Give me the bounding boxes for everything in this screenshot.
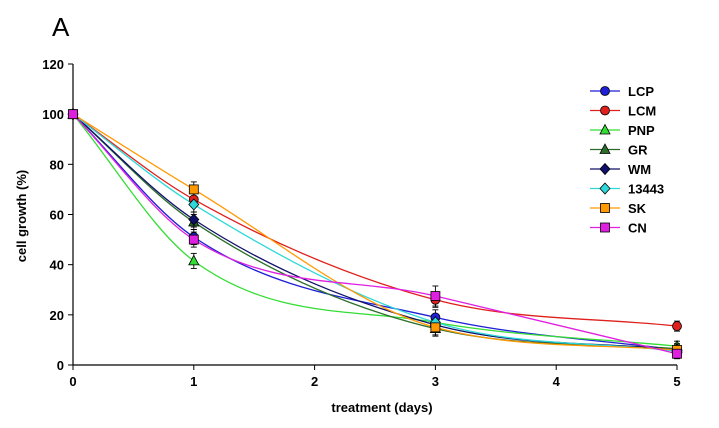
y-tick-label: 120 bbox=[42, 57, 64, 72]
data-point-lcm bbox=[672, 321, 682, 332]
data-point-sk bbox=[430, 322, 441, 333]
legend-marker bbox=[600, 86, 610, 96]
series-line-pnp bbox=[72, 113, 678, 347]
legend-item-lcp: LCP bbox=[590, 84, 654, 99]
y-tick-label: 60 bbox=[50, 208, 64, 223]
series-curves bbox=[72, 113, 678, 355]
x-tick-label: 2 bbox=[311, 374, 318, 389]
data-point-wm bbox=[188, 213, 200, 226]
legend-marker bbox=[600, 222, 610, 233]
x-tick-label: 4 bbox=[553, 374, 561, 389]
legend-item-gr: GR bbox=[590, 143, 648, 158]
data-point-cn bbox=[672, 348, 682, 359]
data-point-cn bbox=[68, 109, 78, 120]
y-tick-label: 80 bbox=[50, 157, 64, 172]
series-line-13443 bbox=[72, 113, 678, 352]
legend-item-cn: CN bbox=[590, 221, 647, 236]
legend-label: PNP bbox=[628, 123, 655, 138]
axes: 0 20 40 60 80 100 120 0 1 2 3 4 5 bbox=[42, 57, 680, 389]
x-tick-label: 0 bbox=[69, 374, 76, 389]
legend-marker bbox=[600, 105, 610, 116]
legend-marker bbox=[599, 182, 611, 195]
series-line-cn bbox=[72, 113, 678, 355]
legend-item-sk: SK bbox=[590, 201, 647, 216]
legend-label: CN bbox=[628, 221, 647, 236]
legend-marker bbox=[600, 203, 610, 213]
data-point-cn bbox=[430, 291, 441, 301]
x-axis-title: treatment (days) bbox=[331, 400, 432, 415]
legend-label: WM bbox=[628, 162, 651, 177]
legend-item-pnp: PNP bbox=[590, 123, 655, 138]
data-point-pnp bbox=[188, 254, 200, 266]
x-tick-label: 5 bbox=[673, 374, 680, 389]
series-line-gr bbox=[72, 113, 678, 350]
y-tick-label: 20 bbox=[50, 308, 64, 323]
y-tick-label: 40 bbox=[50, 258, 64, 273]
legend-marker bbox=[599, 123, 611, 135]
y-axis-title: cell growth (%) bbox=[14, 170, 29, 262]
legend-label: GR bbox=[628, 143, 648, 158]
legend-label: SK bbox=[628, 201, 647, 216]
series-line-lcm bbox=[72, 113, 678, 327]
data-point-cn bbox=[188, 234, 199, 245]
legend-item-13443: 13443 bbox=[590, 182, 664, 197]
legend-marker bbox=[599, 162, 611, 176]
legend-label: LCM bbox=[628, 104, 656, 119]
y-tick-label: 0 bbox=[57, 358, 64, 373]
legend-label: LCP bbox=[628, 84, 654, 99]
legend: LCP LCM PNP GR WM 13443 SK CN bbox=[590, 84, 664, 236]
series-line-sk bbox=[72, 113, 678, 351]
legend-marker bbox=[599, 143, 611, 154]
series-markers bbox=[67, 107, 683, 359]
x-tick-label: 1 bbox=[190, 374, 197, 389]
x-tick-label: 3 bbox=[432, 374, 439, 389]
legend-label: 13443 bbox=[628, 182, 664, 197]
y-tick-label: 100 bbox=[42, 107, 64, 122]
data-point-sk bbox=[188, 184, 199, 195]
panel-label: A bbox=[52, 12, 70, 42]
legend-item-lcm: LCM bbox=[590, 104, 656, 119]
legend-item-wm: WM bbox=[590, 162, 651, 177]
data-point-13443 bbox=[188, 198, 200, 211]
